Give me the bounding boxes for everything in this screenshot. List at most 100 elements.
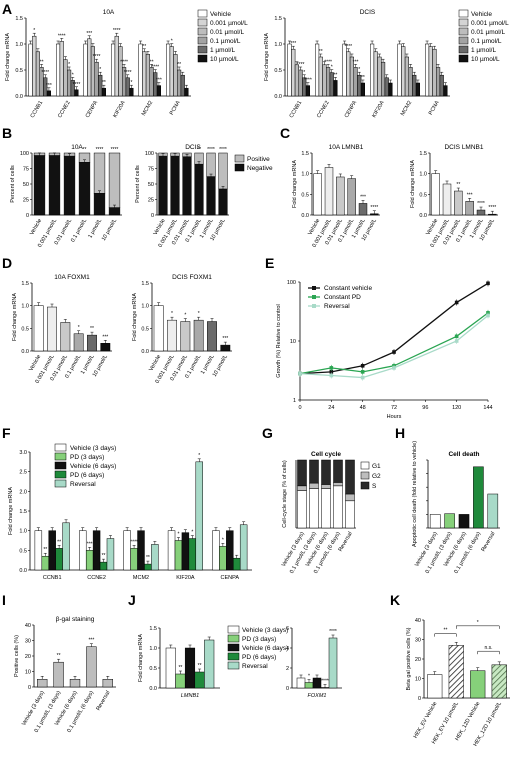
significance-label: **** bbox=[219, 147, 227, 153]
y-tick-label: 50 bbox=[23, 182, 29, 188]
data-point bbox=[486, 281, 490, 286]
bar-segment bbox=[333, 485, 343, 529]
bar bbox=[181, 532, 190, 571]
legend-swatch bbox=[197, 45, 208, 54]
chart-title: 10A bbox=[103, 9, 115, 16]
significance-label: * bbox=[198, 453, 200, 459]
x-category-label: CCNB1 bbox=[289, 100, 304, 119]
significance-bracket bbox=[456, 625, 500, 629]
bar-segment bbox=[345, 500, 355, 529]
legend-label: PD (6 days) bbox=[70, 472, 104, 479]
significance-label: ** bbox=[57, 653, 61, 659]
significance-bracket bbox=[477, 650, 500, 655]
significance-label: **** bbox=[304, 78, 312, 84]
legend-label: 0.01 µmol/L bbox=[471, 29, 505, 36]
y-tick-label: 100 bbox=[287, 280, 296, 286]
y-tick-label: 0.5 bbox=[419, 192, 427, 198]
bar bbox=[60, 322, 71, 352]
bar bbox=[37, 679, 48, 688]
significance-label: **** bbox=[488, 205, 496, 211]
chart-J: 0.0 0.5 1.0 1.5 Fold change mRNA ** ** LMNB1 bbox=[138, 626, 220, 699]
y-tick-label: 0.5 bbox=[15, 68, 23, 74]
x-category-label: KIF20A bbox=[371, 100, 386, 119]
legend-swatch bbox=[458, 36, 469, 45]
legend-swatch bbox=[458, 54, 469, 63]
bar bbox=[324, 167, 334, 216]
bar bbox=[101, 87, 107, 97]
y-tick-label: 1.5 bbox=[19, 509, 27, 515]
legend-label: 10 µmol/L bbox=[210, 56, 239, 63]
significance-label: **** bbox=[344, 44, 352, 50]
x-category-label: CCNB1 bbox=[43, 575, 62, 581]
x-tick-label: 10 µmol/L bbox=[101, 218, 118, 242]
data-point bbox=[329, 370, 334, 374]
legend-swatch bbox=[458, 18, 469, 27]
y-tick-label: 0.5 bbox=[149, 666, 157, 672]
bar bbox=[63, 155, 76, 216]
bar bbox=[169, 46, 174, 97]
significance-label: **** bbox=[130, 539, 138, 545]
x-tick-label: HEK_EV Vehicle bbox=[413, 701, 439, 739]
bar bbox=[79, 530, 87, 571]
significance-label: ** bbox=[319, 49, 323, 55]
x-category-label: KIF20A bbox=[112, 100, 127, 119]
bar bbox=[108, 207, 121, 216]
x-tick-label: Reversal bbox=[95, 690, 111, 712]
bar-segment bbox=[297, 485, 307, 491]
legend-swatch bbox=[197, 27, 208, 36]
bar bbox=[401, 46, 406, 97]
y-tick-label: 1.5 bbox=[274, 16, 282, 22]
y-tick-label: 100 bbox=[20, 151, 29, 157]
bar bbox=[87, 38, 92, 97]
y-tick-label: 1.5 bbox=[149, 626, 157, 632]
legend-swatch bbox=[197, 36, 208, 45]
bar bbox=[74, 89, 79, 97]
bar bbox=[358, 203, 368, 216]
data-point bbox=[454, 300, 459, 305]
bar bbox=[175, 673, 186, 689]
significance-label: * bbox=[222, 537, 224, 543]
bar bbox=[118, 46, 123, 97]
y-tick-label: 1.5 bbox=[141, 281, 149, 287]
legend-marker bbox=[312, 304, 316, 308]
bar bbox=[46, 90, 51, 97]
bar bbox=[454, 190, 463, 216]
significance-label: * bbox=[68, 62, 70, 68]
bar bbox=[370, 43, 375, 97]
bar bbox=[99, 561, 108, 571]
bar-segment bbox=[345, 493, 355, 502]
x-tick-label: 72 bbox=[391, 405, 397, 411]
bar bbox=[298, 69, 303, 97]
significance-label: **** bbox=[73, 82, 81, 88]
data-point bbox=[298, 371, 302, 376]
y-tick-label: 0 bbox=[286, 686, 289, 692]
bar bbox=[294, 64, 300, 97]
bar bbox=[313, 173, 322, 216]
panel-label-e: E bbox=[265, 255, 274, 271]
bar bbox=[322, 64, 327, 97]
data-point bbox=[360, 370, 365, 374]
significance-label: ** bbox=[197, 147, 201, 153]
y-tick-label: 10 bbox=[25, 670, 31, 676]
chart-title: DCIS bbox=[185, 144, 201, 151]
x-axis-label: Hours bbox=[387, 414, 402, 420]
legend-label: G2 bbox=[372, 473, 381, 480]
bar bbox=[465, 201, 474, 216]
legend-swatch bbox=[227, 652, 240, 661]
bar bbox=[431, 173, 440, 216]
bar bbox=[167, 530, 176, 571]
significance-label: ** bbox=[43, 547, 47, 553]
bar bbox=[458, 514, 470, 529]
data-point bbox=[392, 350, 396, 354]
bar-segment bbox=[297, 490, 307, 529]
significance-label: **** bbox=[321, 679, 329, 685]
data-point bbox=[454, 334, 459, 339]
bar bbox=[32, 35, 37, 97]
bar bbox=[28, 43, 33, 97]
legend-swatch bbox=[458, 9, 469, 18]
legend-label: Vehicle bbox=[210, 11, 231, 18]
bar-segment bbox=[345, 459, 355, 495]
